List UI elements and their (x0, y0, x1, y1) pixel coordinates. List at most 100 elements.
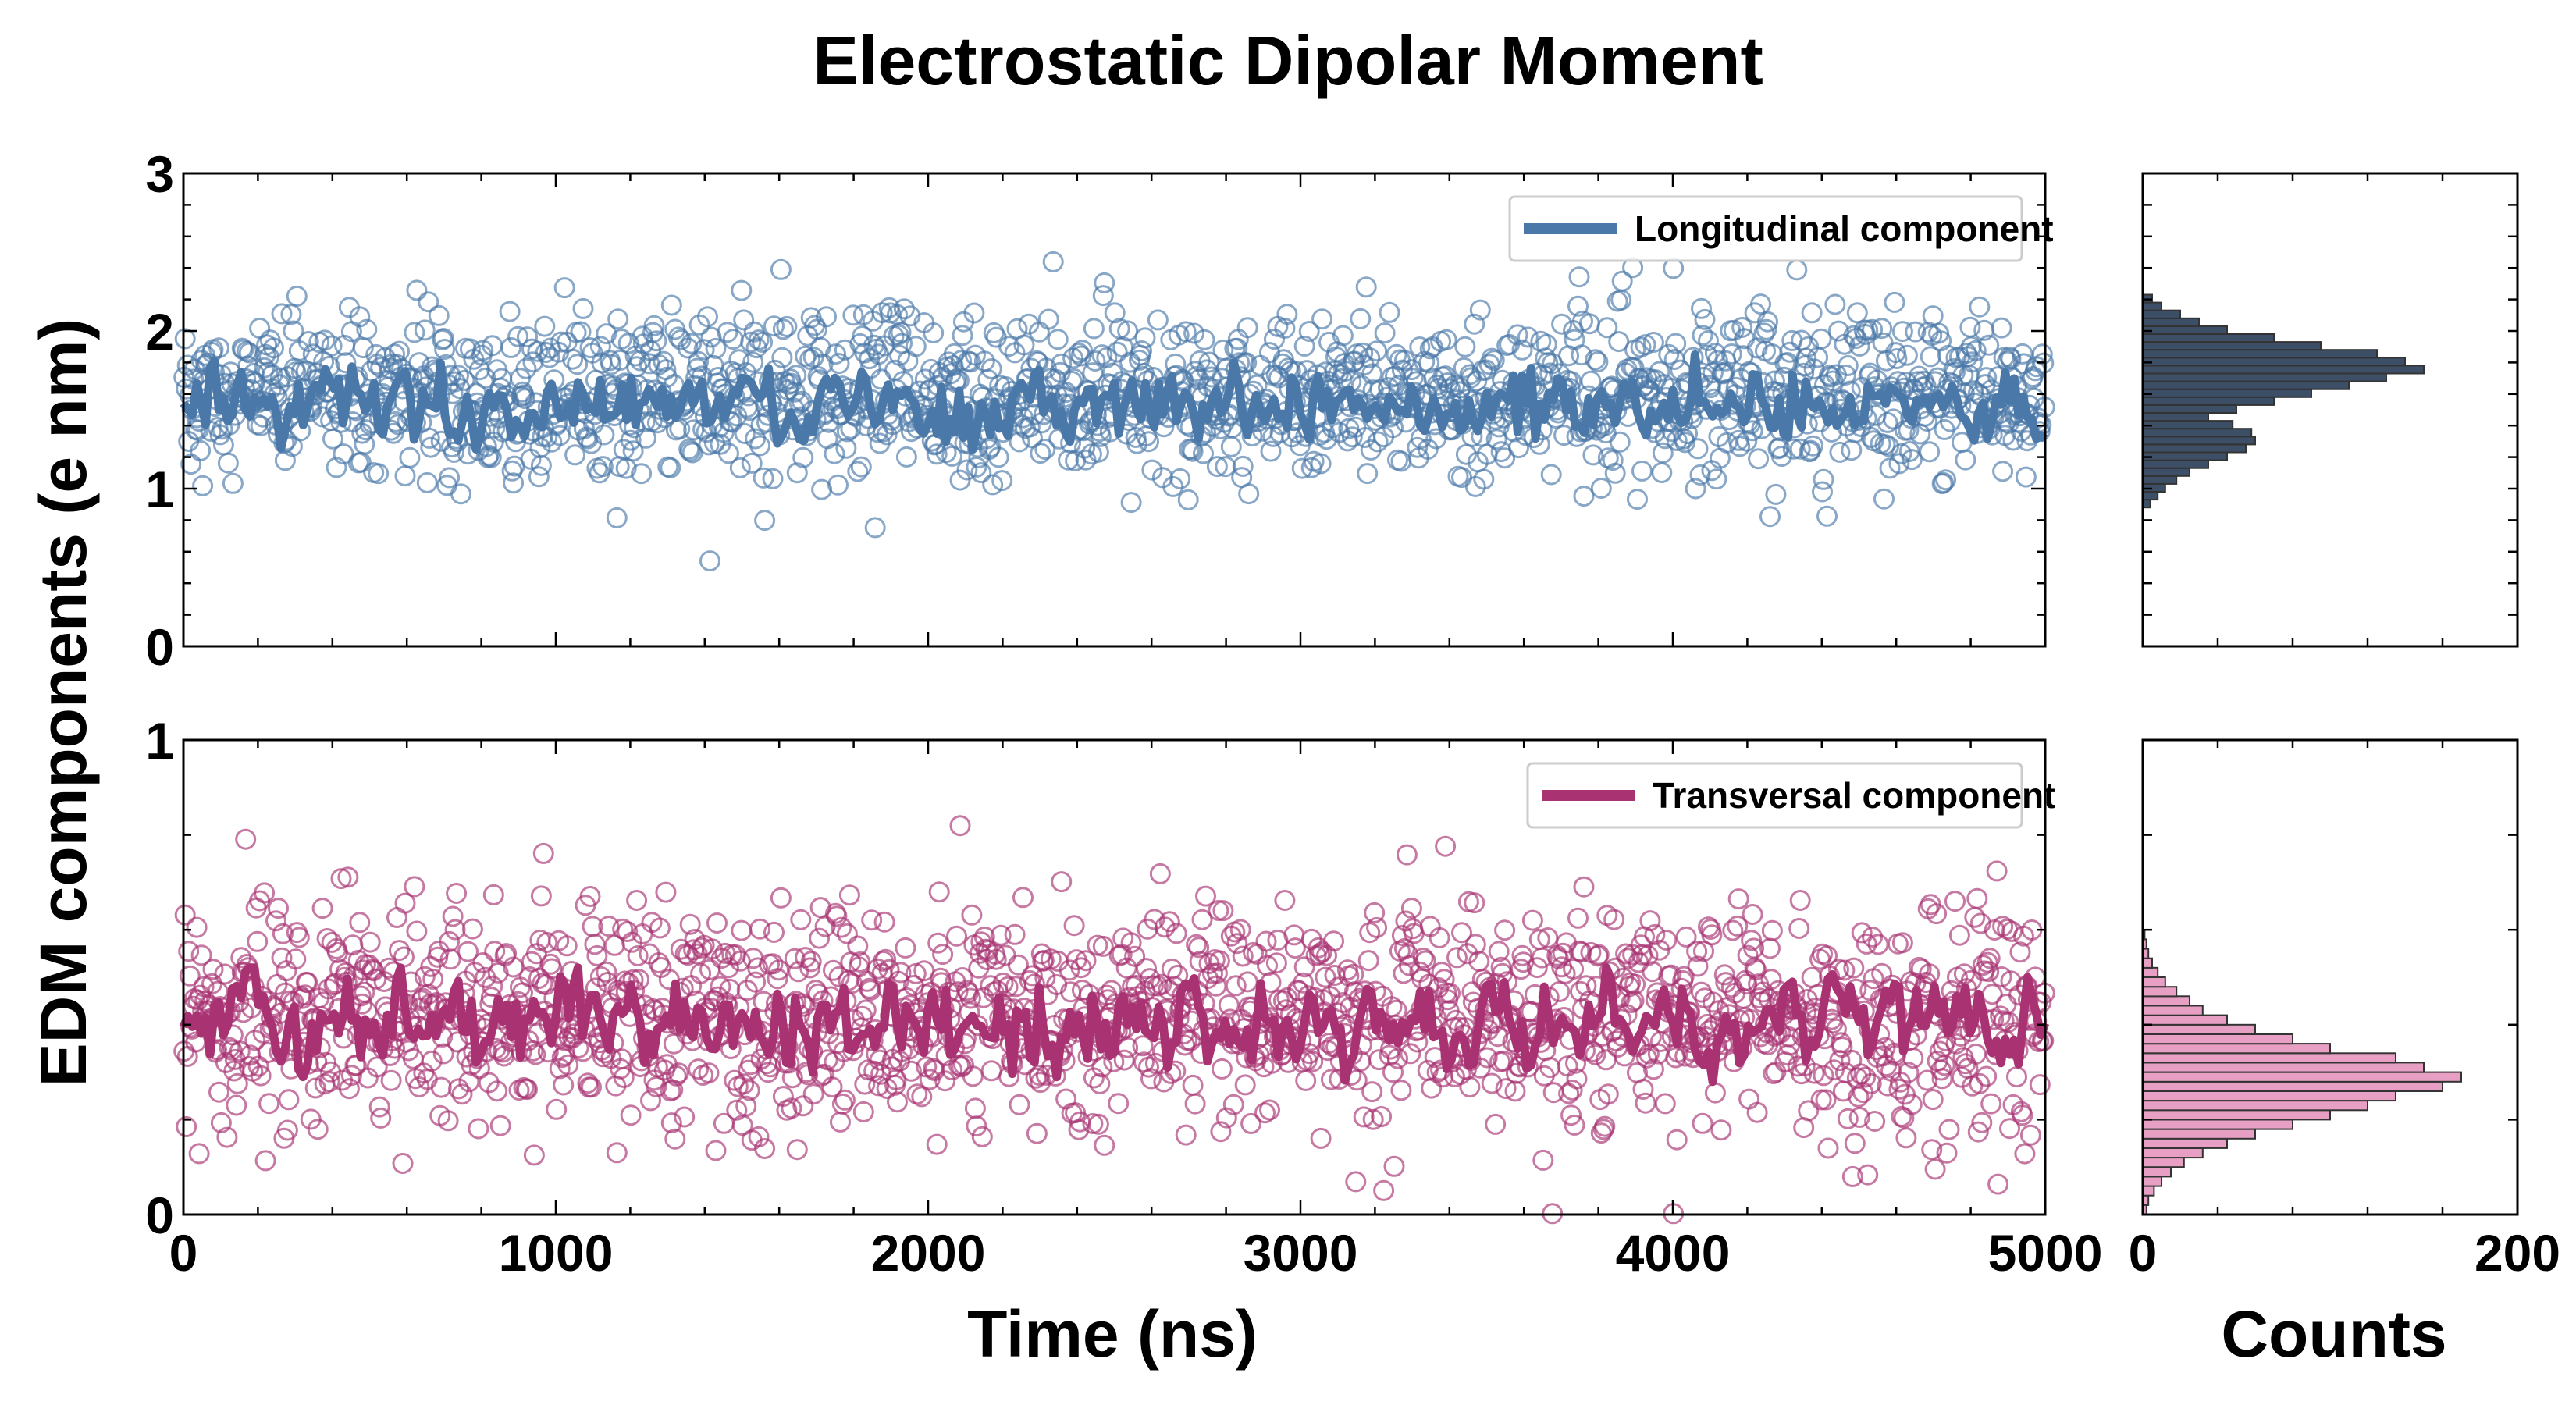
longitudinal-point (1232, 455, 1254, 477)
longitudinal-point (1608, 331, 1630, 353)
transversal-point (997, 976, 1019, 998)
transversal-point (1407, 1031, 1429, 1053)
longitudinal-point (2031, 343, 2053, 365)
longitudinal-point (749, 435, 771, 457)
transversal-point (214, 963, 236, 985)
longitudinal-point (1756, 318, 1777, 340)
transversal-point (966, 1115, 987, 1137)
transversal-point (1429, 927, 1450, 948)
longitudinal-point (570, 321, 592, 343)
longitudinal-point (772, 318, 794, 340)
longitudinal-point (1367, 431, 1389, 453)
longitudinal-point (1037, 308, 1059, 330)
longitudinal-point (1786, 259, 1808, 281)
longitudinal-point (238, 342, 260, 364)
longitudinal-point (1436, 329, 1457, 350)
longitudinal-point (1891, 443, 1912, 464)
transversal-point (321, 931, 343, 953)
longitudinal-point (507, 325, 529, 347)
longitudinal-point (825, 343, 846, 365)
longitudinal-point (770, 258, 792, 280)
longitudinal-point (1350, 308, 1372, 329)
transversal-point (1487, 1026, 1509, 1048)
longitudinal-point (1827, 320, 1849, 342)
transversal-point (338, 1078, 360, 1100)
transversal-point (1284, 937, 1306, 959)
longitudinal-histogram-bar (2142, 436, 2256, 446)
transversal-point (663, 1033, 685, 1055)
longitudinal-point (1183, 322, 1205, 344)
longitudinal-point (354, 433, 375, 455)
longitudinal-point (454, 369, 475, 391)
transversal-point (1240, 1112, 1262, 1134)
transversal-point (1033, 950, 1055, 971)
transversal-point (1888, 1078, 1910, 1100)
transversal-point (1825, 1018, 1847, 1040)
transversal-point (304, 1077, 326, 1099)
transversal-point (1165, 923, 1187, 944)
transversal-point (365, 968, 387, 990)
transversal-point (1004, 923, 1026, 945)
longitudinal-point (977, 368, 999, 390)
transversal-point (747, 957, 769, 979)
longitudinal-point (799, 349, 821, 370)
transversal-point (1236, 971, 1258, 993)
longitudinal-point (1585, 349, 1606, 371)
bottom-x-tick-label: 3000 (1244, 1224, 1358, 1282)
longitudinal-histogram-layer (2142, 293, 2425, 509)
transversal-point (276, 960, 297, 982)
longitudinal-point (669, 418, 691, 439)
transversal-point (541, 958, 563, 980)
longitudinal-point (1379, 301, 1400, 323)
transversal-point (2009, 941, 2031, 963)
transversal-point (740, 1054, 762, 1076)
longitudinal-point (1357, 463, 1379, 485)
transversal-point (484, 941, 506, 962)
longitudinal-point (322, 428, 343, 450)
transversal-point (1585, 1044, 1606, 1065)
longitudinal-point (1310, 453, 1332, 475)
transversal-point (1816, 945, 1838, 967)
longitudinal-point (893, 298, 915, 320)
transversal-point (1144, 909, 1165, 930)
transversal-point (2012, 1104, 2033, 1126)
longitudinal-point (741, 452, 763, 474)
transversal-point (1302, 1051, 1324, 1072)
longitudinal-point (646, 330, 667, 352)
longitudinal-point (905, 336, 927, 357)
transversal-point (2029, 1074, 2051, 1096)
transversal-histogram-bar (2142, 1147, 2204, 1159)
longitudinal-point (1119, 351, 1141, 373)
transversal-point (568, 1037, 589, 1058)
longitudinal-point (1298, 321, 1320, 342)
transversal-point (430, 1076, 452, 1098)
transversal-point (1639, 910, 1661, 932)
longitudinal-point (1742, 420, 1763, 442)
transversal-point (1967, 1121, 1989, 1143)
transversal-point (1938, 1119, 1960, 1140)
transversal-point (1834, 959, 1856, 981)
longitudinal-point (1976, 367, 1998, 389)
longitudinal-point (2015, 466, 2037, 488)
longitudinal-point (1635, 334, 1656, 356)
longitudinal-point (517, 326, 538, 348)
longitudinal-point (987, 446, 1009, 468)
longitudinal-point (430, 430, 452, 452)
transversal-point (1195, 885, 1216, 907)
longitudinal-histogram-bar (2142, 443, 2247, 454)
transversal-point (330, 868, 352, 890)
longitudinal-point (1162, 475, 1184, 497)
longitudinal-point (1801, 302, 1823, 324)
longitudinal-point (1843, 325, 1865, 347)
longitudinal-point (688, 350, 710, 372)
transversal-point (1837, 1108, 1859, 1129)
longitudinal-point (1611, 270, 1633, 292)
longitudinal-point (1009, 431, 1030, 453)
longitudinal-point (1770, 446, 1792, 467)
transversal-point (1901, 1094, 1923, 1115)
longitudinal-point (1674, 432, 1696, 454)
longitudinal-point (1409, 336, 1431, 357)
transversal-point (432, 1043, 454, 1065)
transversal-point (1357, 950, 1379, 972)
transversal-point (1531, 947, 1553, 969)
